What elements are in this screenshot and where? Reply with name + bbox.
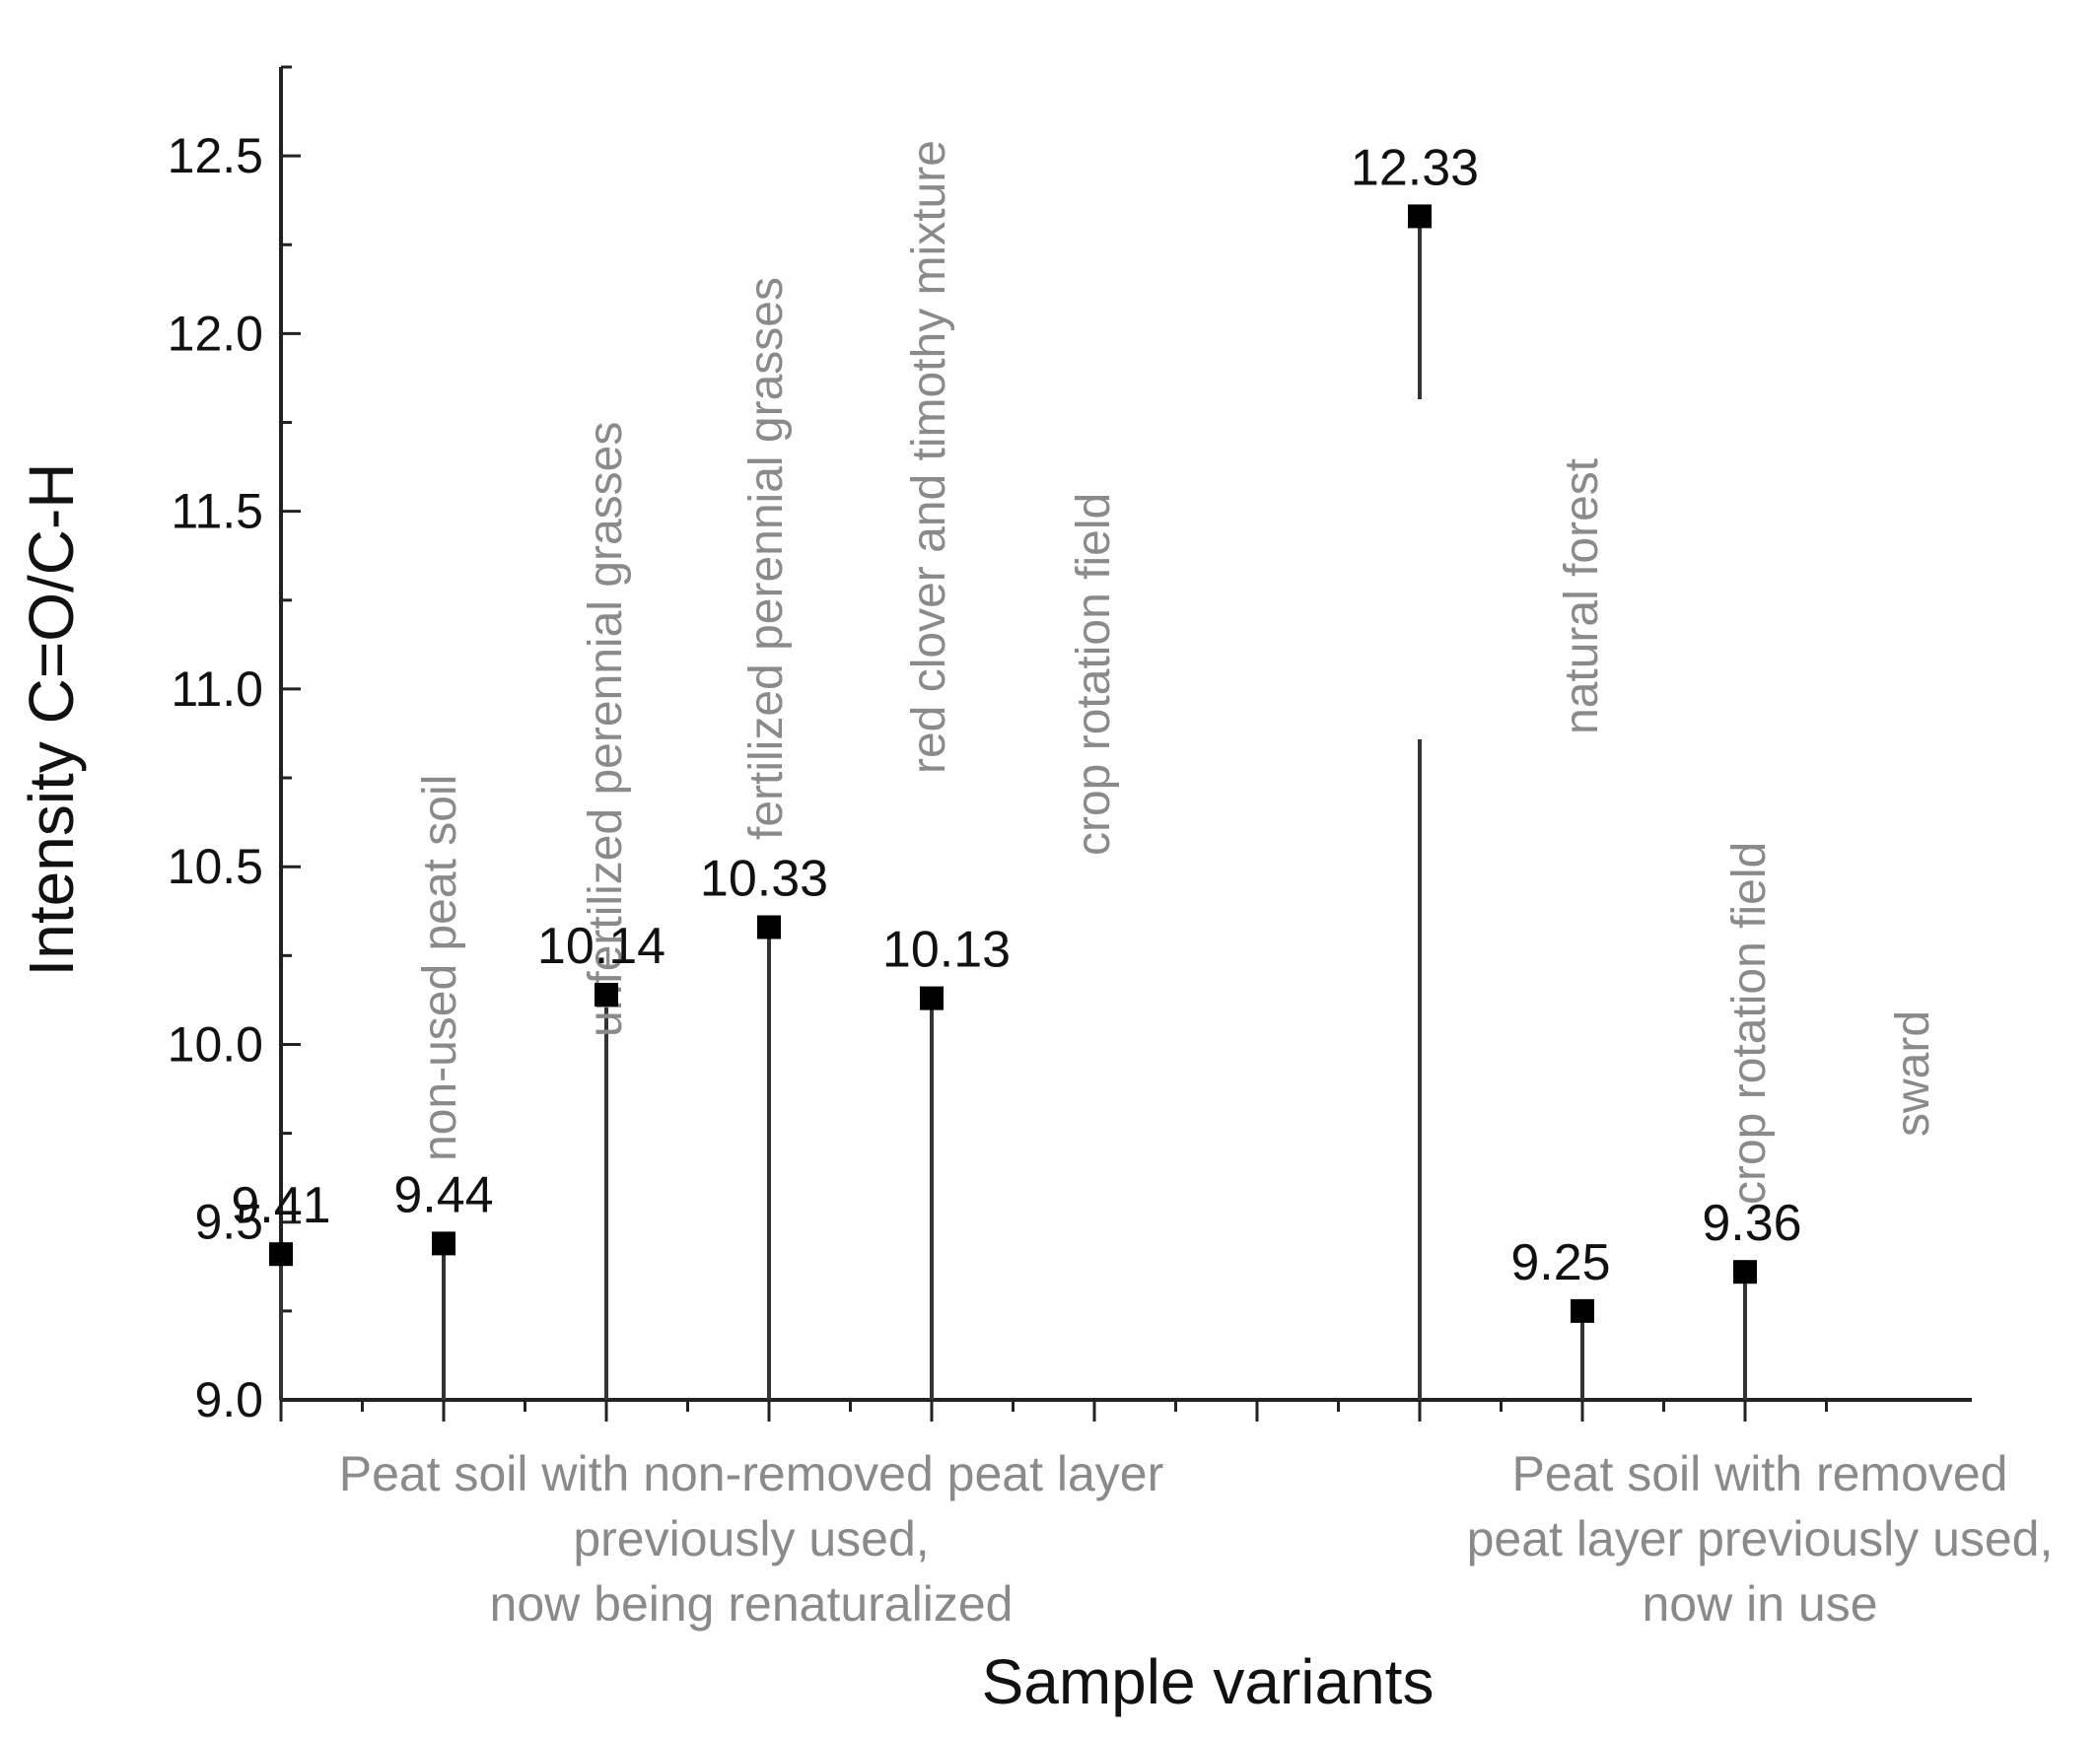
group-labels: Peat soil with non-removed peat layer pre… <box>339 1446 2054 1632</box>
data-value-label: 10.13 <box>882 922 1011 979</box>
group-label-line: Peat soil with non-removed peat layer <box>339 1446 1164 1501</box>
data-point-marker <box>920 986 944 1010</box>
group-label-line: now being renaturalized <box>490 1576 1014 1632</box>
group-label-line: now in use <box>1642 1576 1877 1632</box>
axis-ticks: 9.0 9.5 10.0 10.5 11.0 11.5 12.0 12.5 <box>168 65 1828 1427</box>
data-value-label: 10.14 <box>537 918 665 975</box>
group-label-line: previously used, <box>573 1511 929 1566</box>
data-point-marker <box>1408 204 1432 229</box>
sample-label: unfertilized perennial grasses <box>580 422 632 1037</box>
axes <box>279 67 1972 1402</box>
value-labels: 9.41 9.44 10.14 10.33 10.13 12.33 9.25 9.36 <box>231 139 1801 1290</box>
y-tick-label: 11.0 <box>171 661 263 717</box>
data-point-marker <box>432 1231 455 1256</box>
data-point-marker <box>1733 1260 1757 1285</box>
data-value-label: 9.41 <box>231 1177 330 1234</box>
group-label-line: Peat soil with removed <box>1511 1446 2007 1501</box>
y-tick-label: 12.5 <box>168 128 263 183</box>
data-markers <box>269 204 1757 1323</box>
data-value-label: 9.36 <box>1702 1195 1801 1252</box>
y-tick-label: 9.0 <box>194 1372 263 1427</box>
y-tick-label: 10.5 <box>168 839 263 894</box>
label-mask <box>1394 399 1445 739</box>
sample-label: natural forest <box>1556 458 1608 734</box>
x-axis-title: Sample variants <box>982 1646 1435 1717</box>
y-axis-title: Intensity C=O/C-H <box>16 462 87 976</box>
sample-label: crop rotation field <box>1068 493 1120 856</box>
data-value-label: 10.33 <box>700 850 828 907</box>
sample-labels: non-used peat soil unfertilized perennial… <box>414 140 1939 1205</box>
sample-label: fertilized perennial grasses <box>740 277 793 840</box>
sample-label: red clover and timothy mixture <box>903 140 955 774</box>
y-tick-label: 10.0 <box>168 1016 263 1072</box>
y-tick-label: 9.5 <box>194 1195 263 1250</box>
sample-label: crop rotation field <box>1723 842 1776 1205</box>
group-label-line: peat layer previously used, <box>1467 1511 2054 1566</box>
data-value-label: 9.25 <box>1510 1234 1610 1291</box>
data-point-marker <box>269 1242 293 1267</box>
data-point-marker <box>595 982 618 1007</box>
drop-lines <box>279 216 1747 1400</box>
data-value-label: 12.33 <box>1351 139 1479 196</box>
sample-label: non-used peat soil <box>414 775 466 1161</box>
data-value-label: 9.44 <box>393 1166 493 1223</box>
data-point-marker <box>1571 1298 1594 1323</box>
y-tick-label: 11.5 <box>171 484 263 539</box>
data-point-marker <box>757 915 781 939</box>
sample-label: sward <box>1887 1010 1939 1137</box>
y-tick-label: 12.0 <box>168 306 263 361</box>
